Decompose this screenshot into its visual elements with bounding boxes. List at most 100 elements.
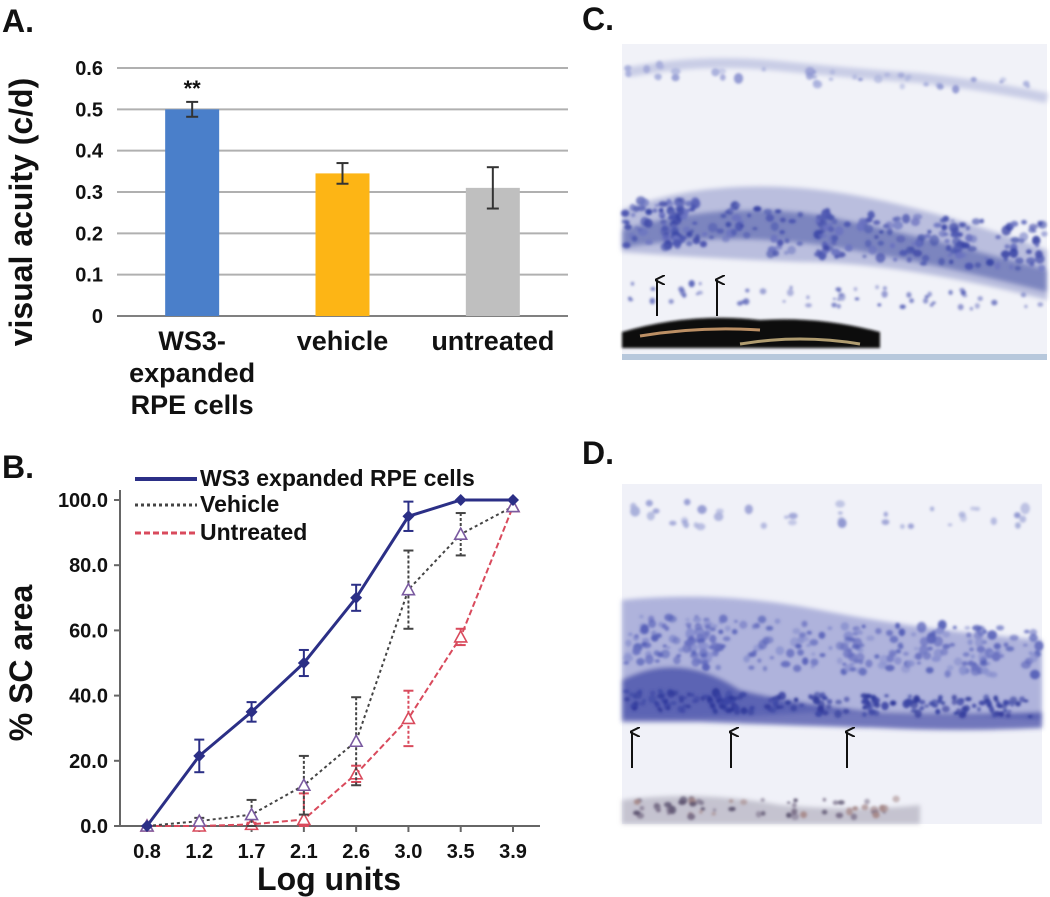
cell-mark: [774, 618, 781, 624]
cell-mark: [672, 636, 681, 645]
cell-mark: [651, 634, 659, 642]
cell-mark: [755, 811, 762, 818]
x-tick-label: 3.5: [447, 841, 475, 863]
cell-mark: [927, 291, 932, 297]
cell-mark: [919, 637, 929, 647]
cell-mark: [711, 812, 716, 816]
cell-mark: [952, 84, 960, 94]
cell-mark: [810, 695, 819, 702]
cell-mark: [721, 644, 726, 648]
cell-mark: [879, 230, 884, 234]
cell-mark: [636, 658, 645, 666]
cell-mark: [834, 226, 844, 236]
cell-mark: [819, 692, 826, 699]
cell-mark: [889, 242, 896, 249]
cell-mark: [1024, 304, 1028, 309]
cell-mark: [996, 625, 1005, 631]
panel-label-b: B.: [2, 449, 34, 485]
histology-image-d: [622, 484, 1044, 824]
cell-mark: [685, 208, 691, 213]
cell-mark: [942, 643, 951, 650]
cell-mark: [764, 636, 774, 644]
cell-mark: [947, 523, 953, 527]
cell-mark: [648, 694, 657, 704]
cell-mark: [749, 705, 755, 710]
cell-mark: [849, 667, 857, 672]
cell-mark: [802, 657, 809, 665]
cell-mark: [898, 628, 906, 637]
cell-mark: [1010, 237, 1021, 243]
cell-mark: [686, 624, 692, 629]
cell-mark: [784, 238, 790, 244]
cell-mark: [1014, 266, 1021, 271]
cell-mark: [858, 659, 864, 665]
cell-mark: [770, 234, 778, 243]
cell-mark: [668, 215, 677, 221]
cell-mark: [850, 813, 858, 821]
cell-mark: [699, 810, 703, 814]
cell-mark: [881, 519, 890, 525]
cell-mark: [906, 660, 915, 667]
cell-mark: [919, 645, 929, 655]
cell-mark: [637, 689, 643, 695]
cell-mark: [923, 81, 929, 87]
cell-mark: [819, 229, 826, 234]
cell-mark: [919, 261, 928, 266]
cell-mark: [834, 710, 842, 719]
category-label: WS3-: [158, 326, 226, 356]
category-label: untreated: [431, 326, 554, 356]
cell-mark: [831, 248, 841, 256]
cell-mark: [708, 235, 715, 239]
cell-mark: [900, 524, 905, 529]
y-tick-label: 0: [92, 306, 103, 328]
cell-mark: [855, 652, 865, 663]
cell-mark: [702, 694, 708, 698]
cell-mark: [873, 220, 881, 225]
cell-mark: [937, 698, 943, 704]
cell-mark: [645, 208, 653, 216]
cell-mark: [731, 629, 738, 635]
cell-mark: [747, 708, 755, 716]
cell-mark: [799, 703, 805, 708]
cell-mark: [852, 626, 861, 631]
cell-mark: [973, 631, 983, 640]
cell-mark: [1021, 219, 1027, 225]
cell-mark: [906, 257, 912, 263]
cell-mark: [875, 628, 882, 635]
cell-mark: [769, 706, 777, 713]
cell-mark: [834, 254, 840, 259]
cell-mark: [724, 625, 731, 632]
data-point: [402, 510, 415, 523]
cell-mark: [1003, 709, 1008, 713]
cell-mark: [688, 280, 695, 288]
series-line: [147, 506, 514, 827]
cell-mark: [879, 654, 889, 666]
cell-mark: [775, 646, 785, 656]
cell-mark: [828, 226, 835, 233]
cell-mark: [640, 624, 649, 634]
cell-mark: [684, 639, 694, 647]
cell-mark: [799, 632, 806, 638]
cell-mark: [997, 705, 1002, 709]
cell-mark: [994, 262, 1001, 270]
cell-mark: [961, 661, 968, 666]
x-tick-label: 3.9: [499, 841, 527, 863]
cell-mark: [792, 628, 801, 635]
cell-mark: [1009, 634, 1019, 641]
cell-mark: [842, 662, 847, 666]
cell-mark: [712, 808, 717, 812]
cell-mark: [987, 630, 997, 640]
cell-mark: [949, 642, 956, 647]
cell-mark: [628, 298, 634, 302]
cell-mark: [715, 664, 721, 671]
cell-mark: [958, 711, 967, 719]
cell-mark: [709, 634, 717, 644]
cell-mark: [1041, 231, 1048, 237]
cell-mark: [677, 208, 684, 215]
y-tick-label: 0.3: [75, 182, 103, 204]
panel-label-c: C.: [582, 1, 614, 37]
cell-mark: [905, 246, 916, 254]
cell-mark: [843, 708, 850, 714]
cell-mark: [927, 646, 933, 651]
cell-mark: [906, 292, 912, 298]
